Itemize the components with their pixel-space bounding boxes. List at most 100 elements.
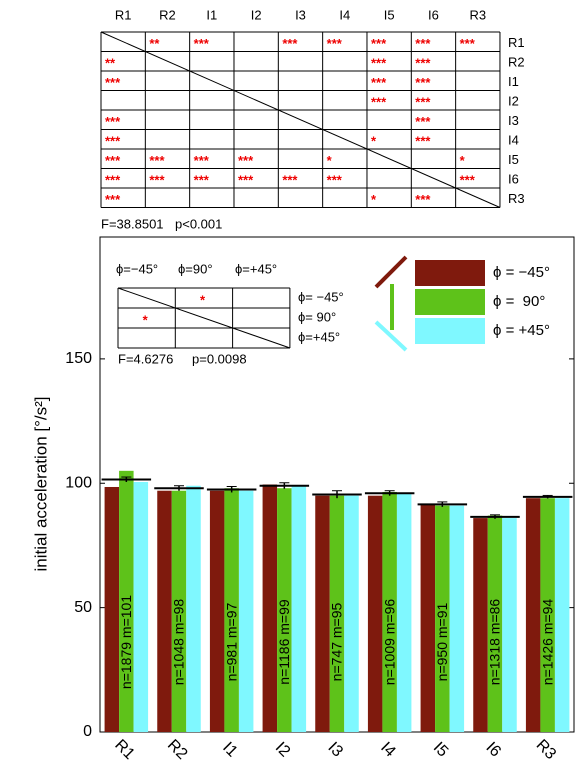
significance: *** <box>194 173 210 188</box>
bar <box>473 518 488 732</box>
bar <box>186 485 201 732</box>
bar-label: n=1426 m=94 <box>539 599 555 686</box>
significance: ** <box>105 56 116 71</box>
bar <box>262 484 278 732</box>
inset-p: p=0.0098 <box>192 351 247 366</box>
inset-diagonal <box>117 287 291 349</box>
bar <box>502 518 517 732</box>
matrix-stat: F=38.8501 <box>101 216 164 231</box>
matrix-row-label: R1 <box>508 35 525 50</box>
legend-swatch <box>415 289 485 315</box>
x-tick-label: I2 <box>272 739 294 761</box>
x-tick-label: I1 <box>219 739 241 761</box>
matrix-row-label: R3 <box>508 191 525 206</box>
significance: *** <box>149 173 165 188</box>
y-tick-label: 50 <box>74 599 92 616</box>
matrix-diagonal <box>100 31 501 208</box>
bar-label: n=747 m=95 <box>329 602 345 681</box>
significance: *** <box>415 134 431 149</box>
bar <box>329 495 345 732</box>
significance: *** <box>371 95 387 110</box>
matrix-col-label: R1 <box>115 7 132 22</box>
significance: *** <box>460 36 476 51</box>
bar-label: n=950 m=91 <box>434 602 450 681</box>
bar <box>525 498 541 732</box>
significance: *** <box>415 95 431 110</box>
matrix-col-label: R2 <box>159 7 176 22</box>
significance: * <box>327 153 333 168</box>
inset-stat: F=4.6276 <box>118 351 173 366</box>
x-tick-label: I3 <box>324 739 346 761</box>
bar-label: n=1186 m=99 <box>276 599 292 685</box>
significance: *** <box>238 153 254 168</box>
bar <box>224 488 239 732</box>
matrix-col-label: I3 <box>295 7 306 22</box>
significance: * <box>143 312 149 327</box>
significance: *** <box>371 36 387 51</box>
significance: *** <box>327 36 343 51</box>
significance: *** <box>415 114 431 129</box>
bar <box>367 495 383 732</box>
bar <box>209 490 225 732</box>
significance: *** <box>415 56 431 71</box>
y-axis-label: initial acceleration [°/s²] <box>31 397 50 572</box>
y-tick-label: 100 <box>65 474 92 491</box>
bar <box>104 486 120 732</box>
legend-label: ϕ = +45° <box>493 322 550 339</box>
legend-icon <box>374 320 408 352</box>
significance: *** <box>415 75 431 90</box>
inset-row-label: ϕ= 90° <box>298 309 336 324</box>
matrix-row-label: I6 <box>508 172 519 187</box>
significance: *** <box>105 173 121 188</box>
bar <box>435 505 450 732</box>
bar <box>238 490 254 732</box>
bar-label: n=1009 m=96 <box>381 599 397 686</box>
bar <box>540 498 555 732</box>
bar <box>291 485 307 732</box>
bar-label: n=981 m=97 <box>223 602 239 681</box>
bar-label: n=1048 m=98 <box>171 599 187 686</box>
significance: *** <box>327 173 343 188</box>
x-tick-label: R2 <box>164 737 191 764</box>
significance: *** <box>105 75 121 90</box>
significance: *** <box>371 75 387 90</box>
legend-swatch <box>415 260 485 286</box>
inset-col-label: ϕ=−45° <box>116 261 158 276</box>
significance: *** <box>105 153 121 168</box>
matrix-col-label: I4 <box>339 7 350 22</box>
y-tick-label: 150 <box>65 350 92 367</box>
matrix-col-label: I1 <box>206 7 217 22</box>
matrix-col-label: I5 <box>384 7 395 22</box>
legend-swatch <box>415 318 485 344</box>
significance: * <box>200 292 206 307</box>
significance: *** <box>282 173 298 188</box>
matrix-col-label: R3 <box>469 7 486 22</box>
significance: *** <box>105 192 121 207</box>
x-tick-label: R1 <box>111 737 138 764</box>
y-tick-label: 0 <box>83 723 92 740</box>
x-tick-label: I6 <box>482 739 504 761</box>
matrix-row-label: I4 <box>508 133 519 148</box>
bar <box>487 515 503 732</box>
bar-label: n=1318 m=86 <box>487 599 503 686</box>
bar-label: n=1879 m=101 <box>118 595 134 689</box>
bar <box>382 491 397 732</box>
significance: * <box>371 134 377 149</box>
significance: ** <box>149 36 160 51</box>
significance: *** <box>149 153 165 168</box>
bar <box>344 495 359 732</box>
legend-label: ϕ = −45° <box>493 264 550 281</box>
matrix-p: p<0.001 <box>175 216 222 231</box>
significance: *** <box>415 192 431 207</box>
significance: *** <box>371 56 387 71</box>
bar <box>396 493 412 732</box>
bar <box>420 504 436 732</box>
significance: *** <box>105 114 121 129</box>
significance: * <box>460 153 466 168</box>
x-tick-label: R3 <box>533 737 560 764</box>
legend-label: ϕ = 90° <box>493 293 545 310</box>
x-tick-label: I5 <box>430 739 452 761</box>
legend-icon <box>374 255 408 289</box>
significance: * <box>371 192 377 207</box>
